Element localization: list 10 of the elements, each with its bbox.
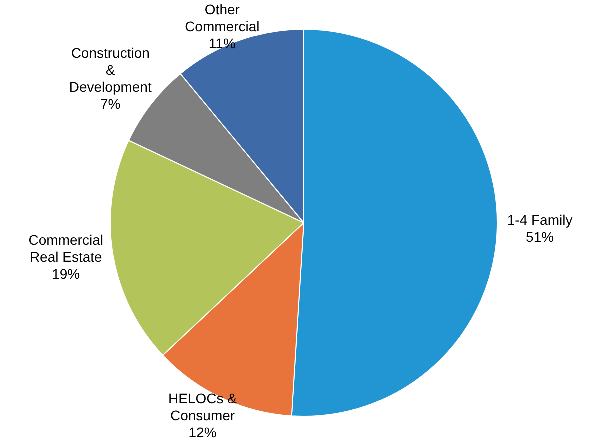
slice-label: Commercial Real Estate: [28, 232, 104, 266]
data-label: 11%: [208, 35, 236, 52]
data-label: 51%: [526, 229, 554, 246]
slice-label: HELOCs & Consumer: [168, 390, 238, 424]
data-label: 19%: [52, 266, 80, 282]
data-label: 7%: [100, 96, 121, 112]
data-label: 12%: [188, 424, 217, 440]
slice-label: 1-4 Family: [507, 212, 573, 228]
slice-label: Other Commercial: [185, 1, 260, 34]
slice-label: Construction & Development: [69, 45, 152, 96]
